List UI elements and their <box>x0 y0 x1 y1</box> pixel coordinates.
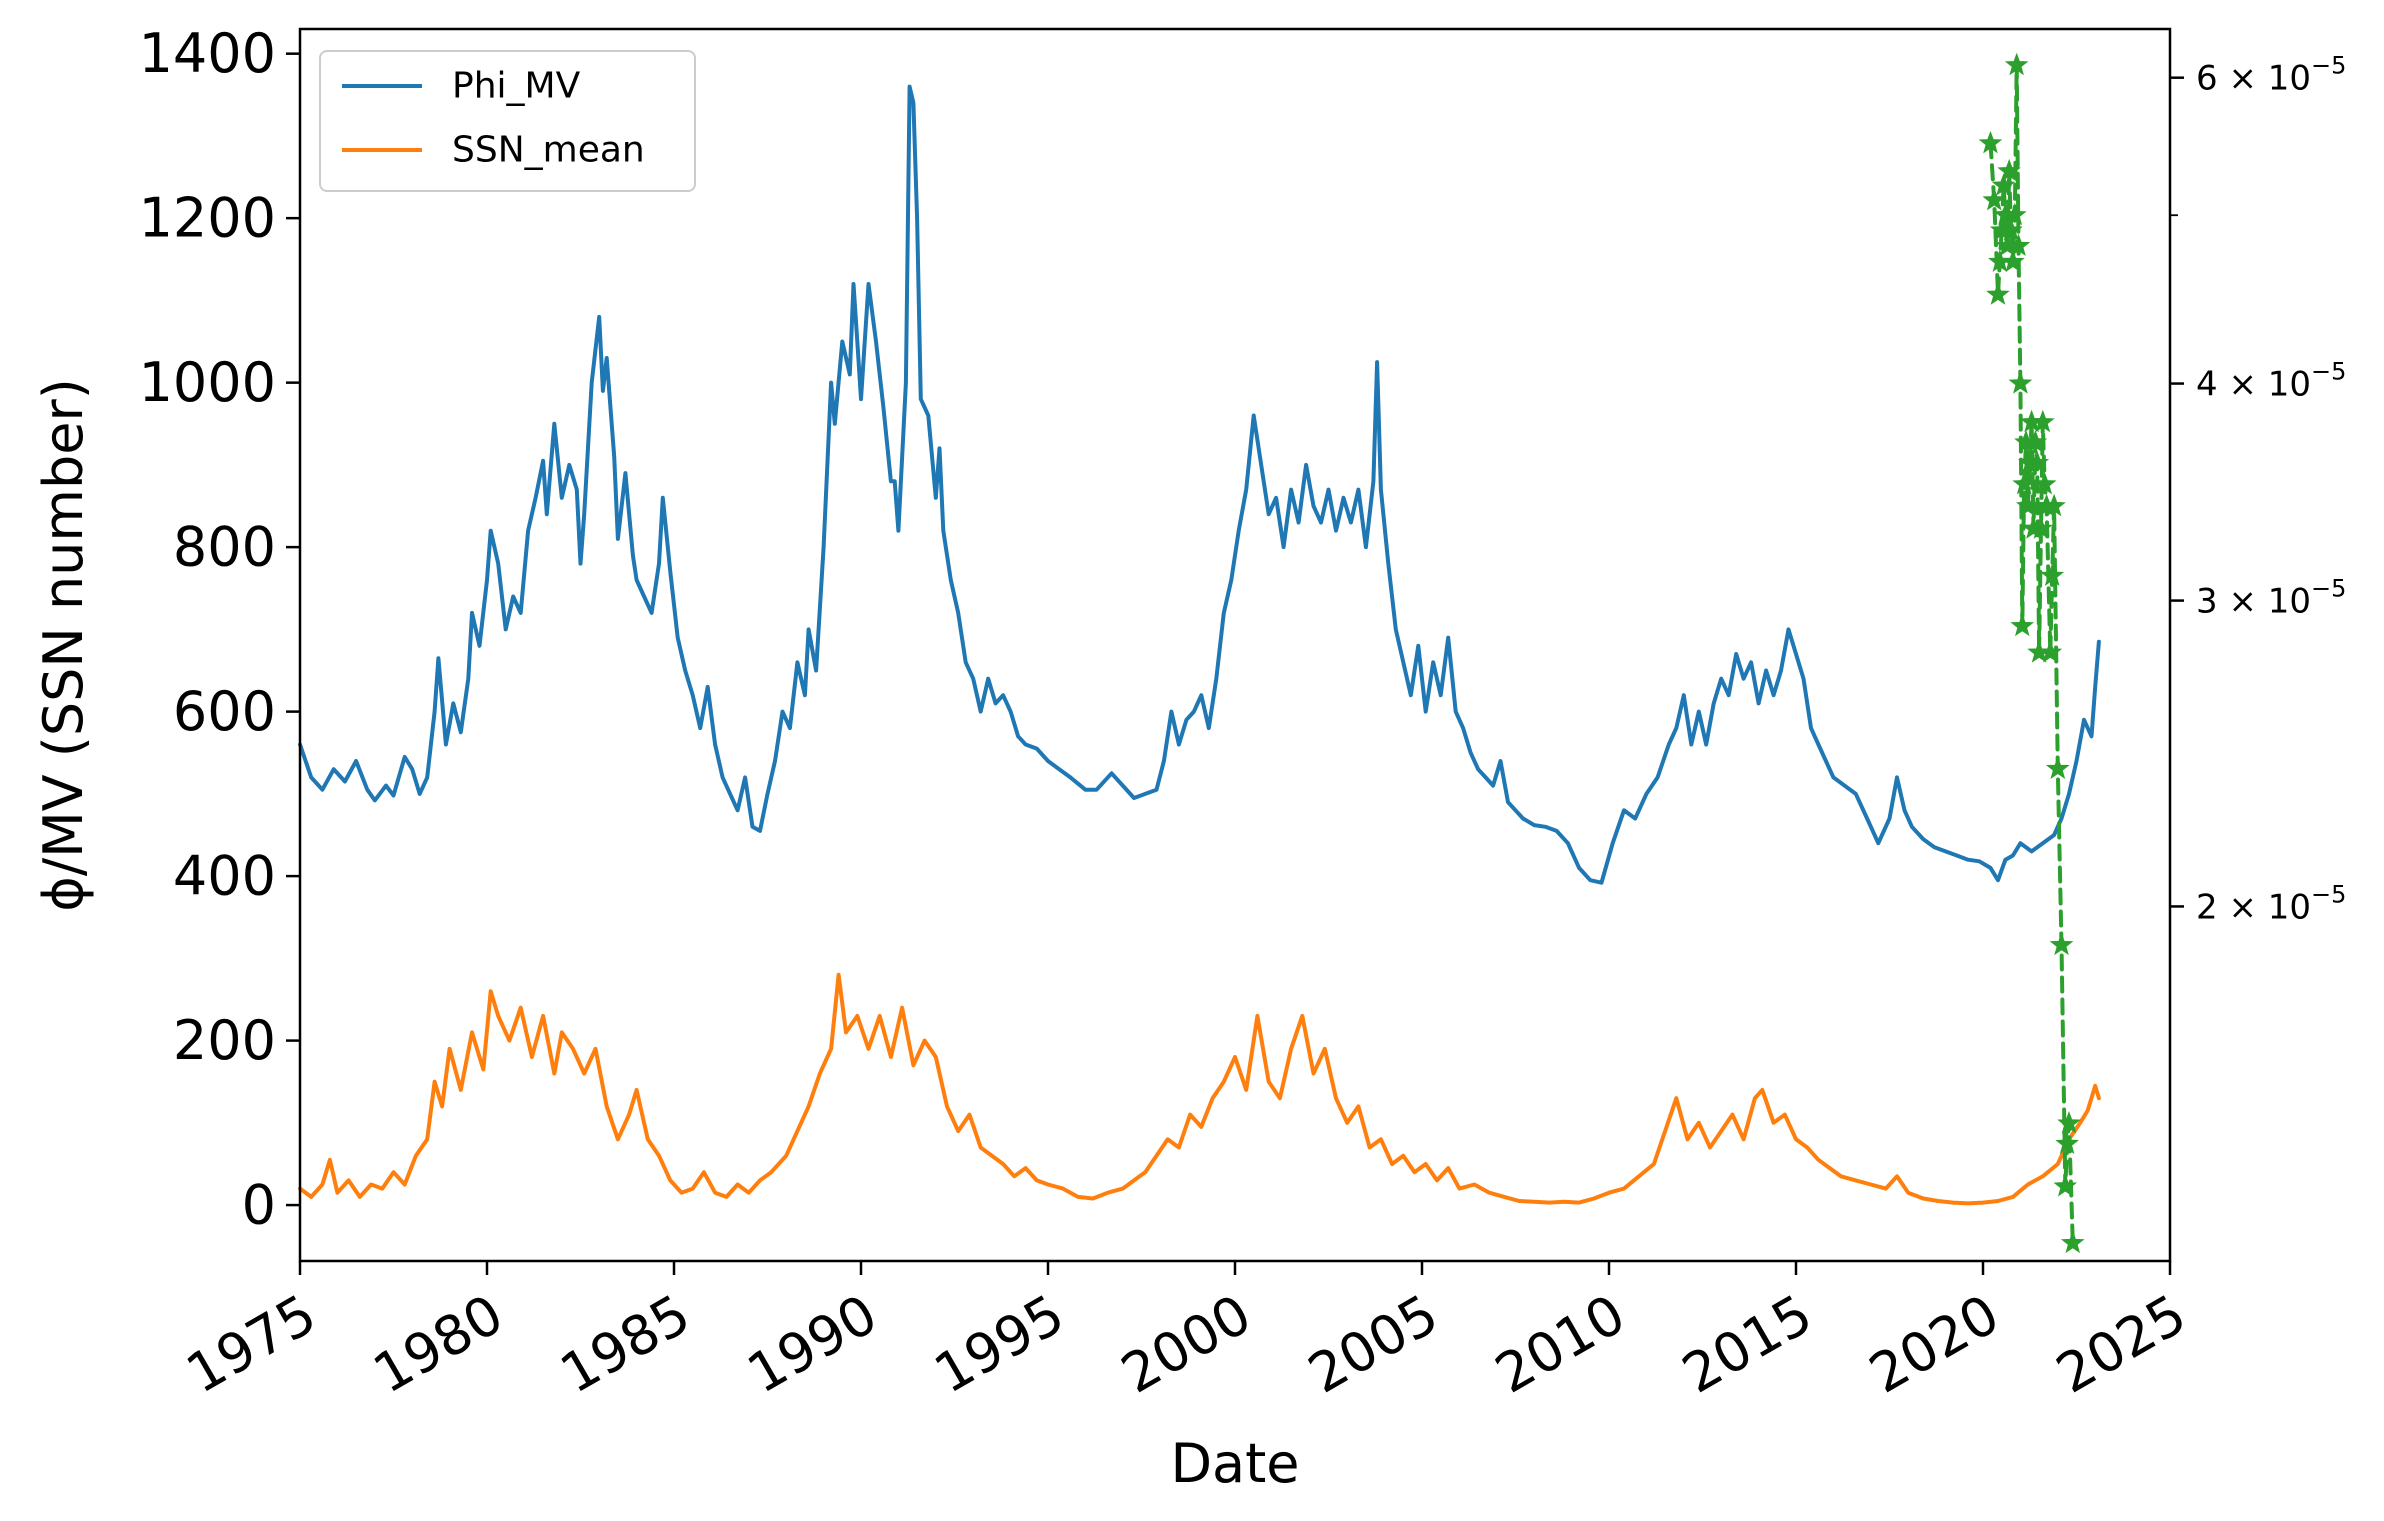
legend-label-phi-mv: Phi_MV <box>452 66 581 107</box>
y2-tick-exponent: −5 <box>2311 52 2346 80</box>
y-tick-label: 400 <box>173 845 276 908</box>
star-marker <box>1982 187 2007 211</box>
series-line-ssn-mean <box>298 972 2101 1206</box>
star-marker <box>1991 173 2016 196</box>
y2-tick-base: × 10 <box>2218 365 2311 405</box>
legend-label-ssn-mean: SSN_mean <box>452 130 645 171</box>
y-tick-label: 600 <box>173 680 276 743</box>
y-axis: 0 200 400 600 800 1000 1200 1400 <box>139 22 300 1237</box>
y-tick-label: 200 <box>173 1009 276 1072</box>
y2-tick-base: × 10 <box>2218 582 2311 622</box>
star-marker <box>2029 516 2053 539</box>
y-tick-label: 1000 <box>139 351 276 414</box>
star-marker <box>2057 1111 2081 1134</box>
star-marker <box>2040 563 2065 586</box>
y2-tick-mantissa: 2 <box>2196 887 2218 927</box>
y-axis-label: ϕ/MV (SSN number) <box>32 378 95 912</box>
star-marker <box>2004 52 2029 76</box>
star-marker <box>2031 409 2055 433</box>
star-marker <box>2001 249 2025 272</box>
star-marker <box>1997 158 2021 182</box>
y2-tick-label: 3 × 10−5 <box>2196 575 2346 622</box>
star-marker <box>2006 233 2031 257</box>
y-tick-label: 1200 <box>139 187 276 250</box>
star-marker <box>2010 613 2035 637</box>
star-marker <box>2023 429 2048 453</box>
y2-tick-label: 6 × 10−5 <box>2196 52 2346 99</box>
star-marker <box>2053 1173 2078 1197</box>
y2-tick-mantissa: 3 <box>2196 582 2218 622</box>
y2-tick-label: 2 × 10−5 <box>2196 880 2346 927</box>
y2-tick-label: 4 × 10−5 <box>2196 358 2346 405</box>
star-marker <box>1978 130 2003 154</box>
y2-tick-exponent: −5 <box>2311 358 2346 386</box>
star-marker <box>2060 1230 2085 1254</box>
star-marker <box>2055 1131 2079 1154</box>
y-tick-label: 800 <box>173 516 276 579</box>
star-marker <box>2008 371 2033 394</box>
star-marker <box>1986 282 2010 305</box>
star-marker <box>2012 471 2036 495</box>
plot-area <box>298 52 2101 1254</box>
y-tick-label: 0 <box>242 1174 276 1237</box>
legend: Phi_MV SSN_mean <box>319 50 696 192</box>
series-line-phi-mv <box>298 84 2101 885</box>
y2-tick-mantissa: 4 <box>2196 365 2218 405</box>
y2-tick-exponent: −5 <box>2311 880 2346 908</box>
star-marker <box>2002 202 2027 226</box>
y2-tick-base: × 10 <box>2218 887 2311 927</box>
y2-tick-mantissa: 6 <box>2196 59 2218 99</box>
y2-tick-exponent: −5 <box>2311 575 2346 603</box>
star-marker <box>1999 218 2023 241</box>
y2-tick-base: × 10 <box>2218 59 2311 99</box>
y2-axis: 2 × 10−53 × 10−54 × 10−56 × 10−5 <box>2170 52 2346 927</box>
star-marker <box>2042 493 2066 517</box>
star-marker <box>2049 932 2074 956</box>
star-marker <box>2032 471 2057 495</box>
y-tick-label: 1400 <box>139 22 276 85</box>
x-axis-label: Date <box>1170 1432 1299 1495</box>
star-marker <box>2045 756 2070 779</box>
star-marker <box>2025 450 2050 474</box>
star-marker <box>2038 640 2063 663</box>
